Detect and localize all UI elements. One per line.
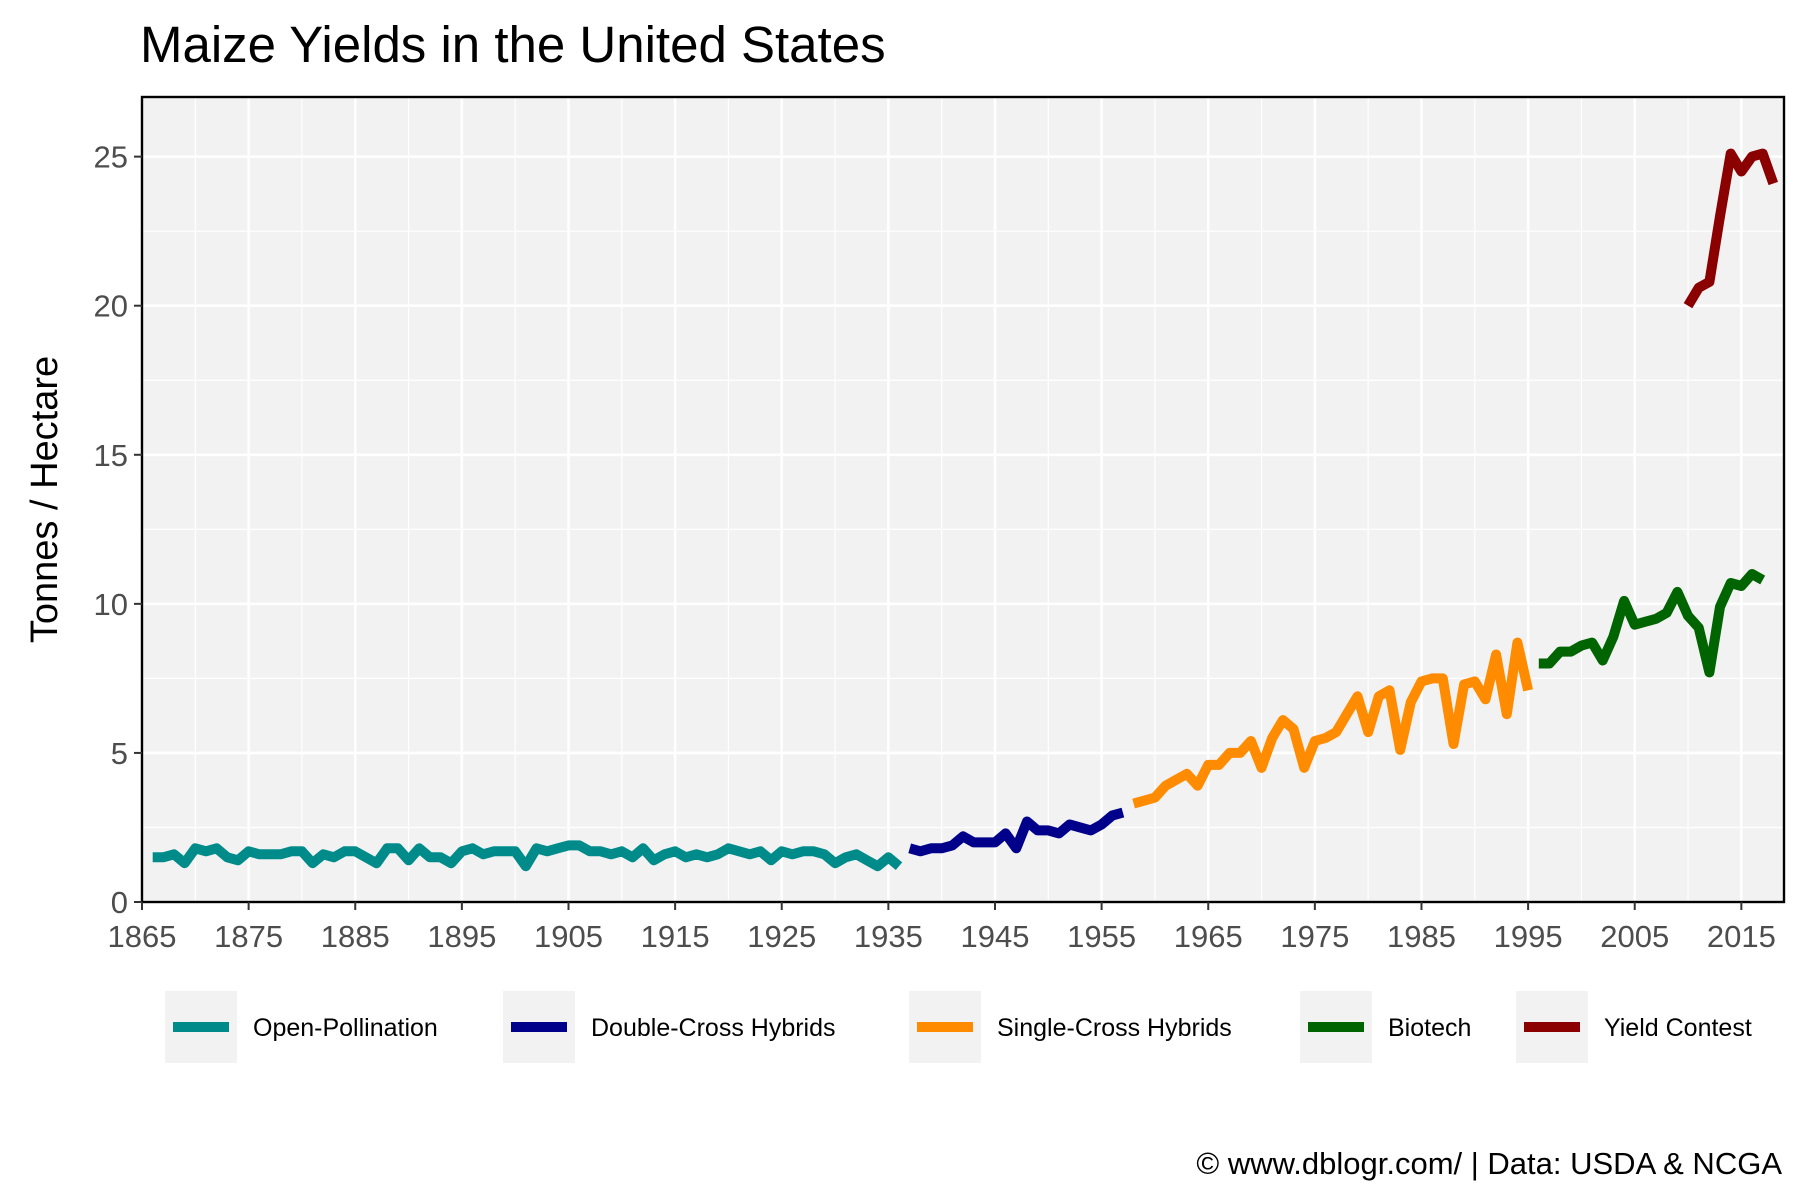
y-tick-label: 0: [111, 885, 128, 920]
series-line-2: [1132, 637, 1533, 809]
x-tick-label: 2015: [1707, 919, 1776, 954]
x-tick-label: 1985: [1387, 919, 1456, 954]
x-tick-label: 1945: [961, 919, 1030, 954]
axis-ticks: 0 5 10 15 20 25 1865 1875 1885 1895 1905 1915 1925 19…: [94, 140, 1776, 954]
x-tick-label: 1905: [534, 919, 603, 954]
x-tick-label: 1935: [854, 919, 923, 954]
series-line-4: [1683, 148, 1779, 309]
series-lines: [152, 148, 1779, 872]
legend-label: Biotech: [1388, 1014, 1471, 1042]
y-axis-label: Tonnes / Hectare: [24, 356, 66, 643]
y-tick-label: 15: [94, 438, 128, 473]
x-tick-label: 1895: [427, 919, 496, 954]
plot-background: [142, 97, 1784, 902]
gridlines: [140, 97, 1784, 904]
x-tick-label: 1965: [1174, 919, 1243, 954]
x-tick-label: 1875: [214, 919, 283, 954]
y-tick-label: 25: [94, 140, 128, 175]
chart-title: Maize Yields in the United States: [140, 16, 886, 73]
x-tick-label: 2005: [1600, 919, 1669, 954]
y-tick-label: 10: [94, 587, 128, 622]
y-tick-label: 20: [94, 289, 128, 324]
caption: © www.dblogr.com/ | Data: USDA & NCGA: [1196, 1146, 1782, 1181]
y-tick-label: 5: [111, 736, 128, 771]
plot-border: [140, 95, 1786, 904]
legend-label: Open-Pollination: [253, 1014, 438, 1042]
x-tick-label: 1955: [1067, 919, 1136, 954]
legend: Open-Pollination Double-Cross Hybrids Sing…: [165, 991, 1752, 1063]
series-line-3: [1538, 569, 1766, 678]
legend-label: Yield Contest: [1604, 1014, 1752, 1042]
x-tick-label: 1975: [1280, 919, 1349, 954]
x-tick-label: 1865: [108, 919, 177, 954]
x-tick-label: 1925: [747, 919, 816, 954]
series-line-0: [152, 840, 903, 872]
series-line-1: [908, 807, 1125, 857]
legend-label: Double-Cross Hybrids: [591, 1014, 836, 1042]
x-tick-label: 1995: [1494, 919, 1563, 954]
legend-label: Single-Cross Hybrids: [997, 1014, 1232, 1042]
x-tick-label: 1915: [641, 919, 710, 954]
x-tick-label: 1885: [321, 919, 390, 954]
